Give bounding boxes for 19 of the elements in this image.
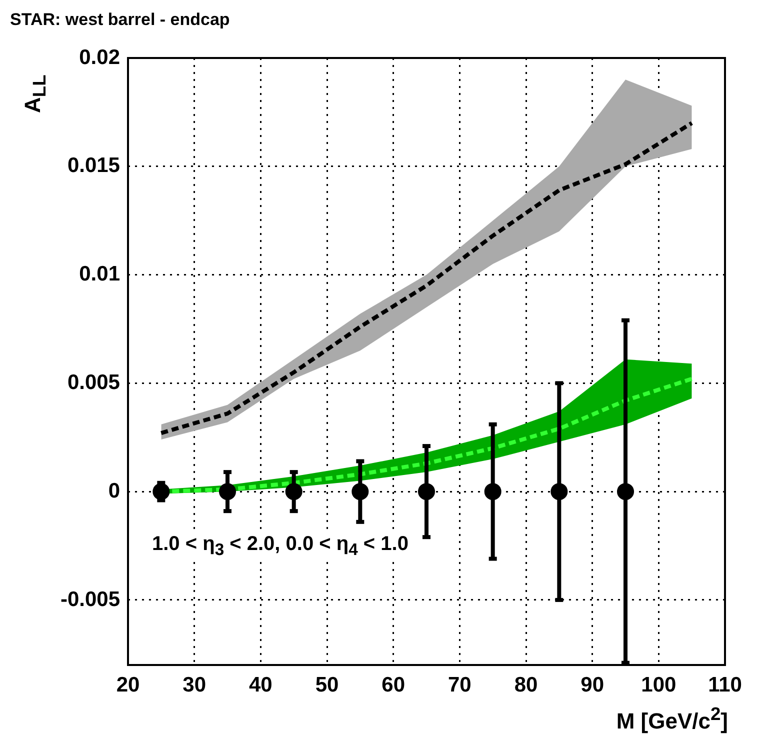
y-tick-label: 0.015 [67, 154, 120, 178]
x-tick-label: 80 [514, 673, 538, 696]
x-tick-label: 60 [382, 673, 406, 696]
x-tick-label: 100 [641, 673, 676, 696]
y-tick-label: 0.005 [67, 370, 120, 394]
x-tick-label: 110 [708, 673, 742, 696]
x-tick-label: 50 [315, 673, 339, 696]
x-tick-label: 20 [116, 673, 140, 696]
y-tick-label: 0 [108, 479, 120, 502]
x-tick-label: 90 [580, 673, 604, 696]
y-tick-label: -0.005 [60, 588, 120, 611]
chart-title: STAR: west barrel - endcap [10, 10, 230, 30]
x-axis-title: M [GeV/c$^{2}$] [616, 703, 728, 734]
y-tick-label: 0.01 [79, 262, 120, 286]
x-tick-label: 30 [182, 673, 206, 696]
x-tick-label: 40 [248, 673, 272, 696]
x-tick-label: 70 [448, 673, 472, 696]
y-tick-label: 0.02 [79, 46, 120, 69]
annotation: 1.0 < η$_{3}$ < 2.0, 0.0 < η$_{4}$ < 1.0 [148, 533, 412, 560]
